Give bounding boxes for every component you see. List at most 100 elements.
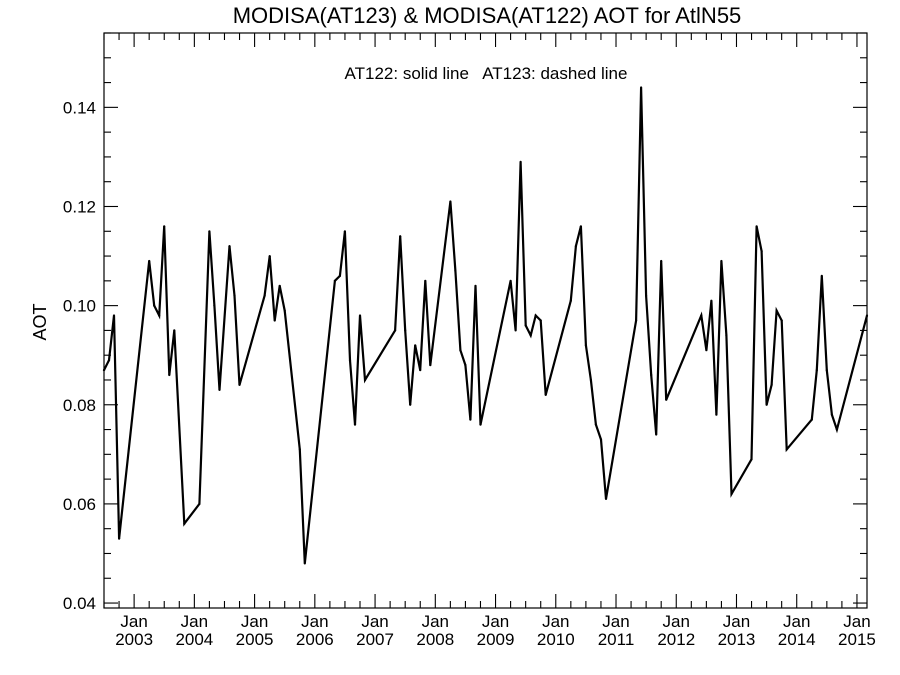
data-point <box>544 393 547 396</box>
data-point <box>589 378 593 382</box>
data-point <box>353 423 357 426</box>
x-tick-label-year: 2004 <box>175 630 213 649</box>
data-point <box>449 200 452 203</box>
data-point <box>303 562 306 565</box>
data-point <box>338 274 341 277</box>
data-point <box>705 349 708 352</box>
data-point <box>815 369 818 372</box>
x-tick-label-month: Jan <box>361 612 388 631</box>
y-axis-tick-labels: 0.04 0.06 0.08 0.10 0.12 0.14 <box>63 98 96 613</box>
data-point <box>534 314 537 317</box>
data-point <box>645 294 648 297</box>
data-point <box>343 230 346 233</box>
data-point <box>424 279 427 282</box>
data-point <box>173 329 176 332</box>
x-axis-ticks <box>103 33 858 608</box>
y-tick-label: 0.10 <box>63 297 96 316</box>
data-point <box>665 398 668 401</box>
x-tick-label-month: Jan <box>783 612 810 631</box>
data-point <box>514 329 517 332</box>
data-point <box>283 309 286 312</box>
data-point <box>539 319 542 322</box>
data-point <box>198 502 201 505</box>
data-point <box>404 329 407 332</box>
x-tick-label-month: Jan <box>241 612 268 631</box>
data-point <box>158 314 161 317</box>
data-point <box>363 378 367 382</box>
x-tick-label-month: Jan <box>482 612 509 631</box>
x-tick-label-month: Jan <box>602 612 629 631</box>
data-point <box>228 245 231 248</box>
plot-frame <box>103 32 868 609</box>
data-point <box>474 284 477 287</box>
data-point <box>238 383 241 386</box>
x-tick-label-month: Jan <box>723 612 750 631</box>
data-point <box>655 433 658 436</box>
data-point <box>579 225 583 228</box>
data-point <box>464 364 467 367</box>
data-point <box>409 403 412 406</box>
data-point <box>604 497 608 500</box>
data-point <box>730 492 733 496</box>
data-point <box>469 418 472 421</box>
data-point <box>233 294 236 297</box>
data-point <box>660 259 663 263</box>
data-point <box>594 423 598 426</box>
data-point <box>333 279 336 282</box>
x-tick-label-year: 2006 <box>296 630 334 649</box>
data-point <box>454 269 457 272</box>
data-point <box>107 359 111 362</box>
data-point <box>358 314 362 317</box>
data-point <box>584 344 588 347</box>
data-point <box>509 279 512 282</box>
data-point <box>459 349 462 352</box>
data-point <box>785 448 788 451</box>
data-point <box>755 225 758 228</box>
x-tick-label-month: Jan <box>301 612 328 631</box>
x-tick-label-year: 2014 <box>778 630 816 649</box>
data-point <box>273 319 276 322</box>
data-point <box>725 334 728 337</box>
series-layer <box>102 86 869 565</box>
data-point <box>865 314 869 317</box>
x-tick-label-month: Jan <box>181 612 208 631</box>
data-point <box>208 230 211 233</box>
data-point <box>118 537 121 540</box>
data-point <box>399 235 402 238</box>
x-tick-label-month: Jan <box>542 612 569 631</box>
data-point <box>820 274 823 277</box>
data-point <box>112 314 116 317</box>
x-tick-label-month: Jan <box>120 612 147 631</box>
data-point <box>153 304 156 307</box>
data-point <box>218 388 221 391</box>
data-point <box>268 255 271 258</box>
x-tick-label-year: 2010 <box>537 630 575 649</box>
data-point <box>429 364 432 367</box>
y-tick-label: 0.14 <box>63 98 96 117</box>
data-point <box>394 329 397 332</box>
y-tick-label: 0.06 <box>63 495 96 514</box>
series-line-solid <box>103 87 869 564</box>
data-point <box>263 294 266 297</box>
data-point <box>830 413 834 416</box>
data-point <box>810 418 813 421</box>
data-point <box>519 160 522 163</box>
x-tick-label-year: 2015 <box>838 630 876 649</box>
data-point <box>715 413 718 416</box>
x-tick-label-month: Jan <box>843 612 870 631</box>
data-point <box>479 423 482 426</box>
data-point <box>419 369 422 372</box>
data-point <box>750 458 753 461</box>
x-axis-tick-labels: Jan2003Jan2004Jan2005Jan2006Jan2007Jan20… <box>115 612 876 649</box>
chart-annotation: AT122: solid line AT123: dashed line <box>345 64 628 83</box>
data-point <box>569 299 572 302</box>
data-point <box>640 86 643 89</box>
data-point <box>700 314 703 317</box>
x-tick-label-year: 2012 <box>657 630 695 649</box>
y-tick-label: 0.12 <box>63 197 96 216</box>
data-point <box>168 373 171 377</box>
x-tick-label-month: Jan <box>663 612 690 631</box>
data-point <box>278 284 281 287</box>
x-tick-label-year: 2005 <box>236 630 274 649</box>
data-point <box>529 334 532 337</box>
